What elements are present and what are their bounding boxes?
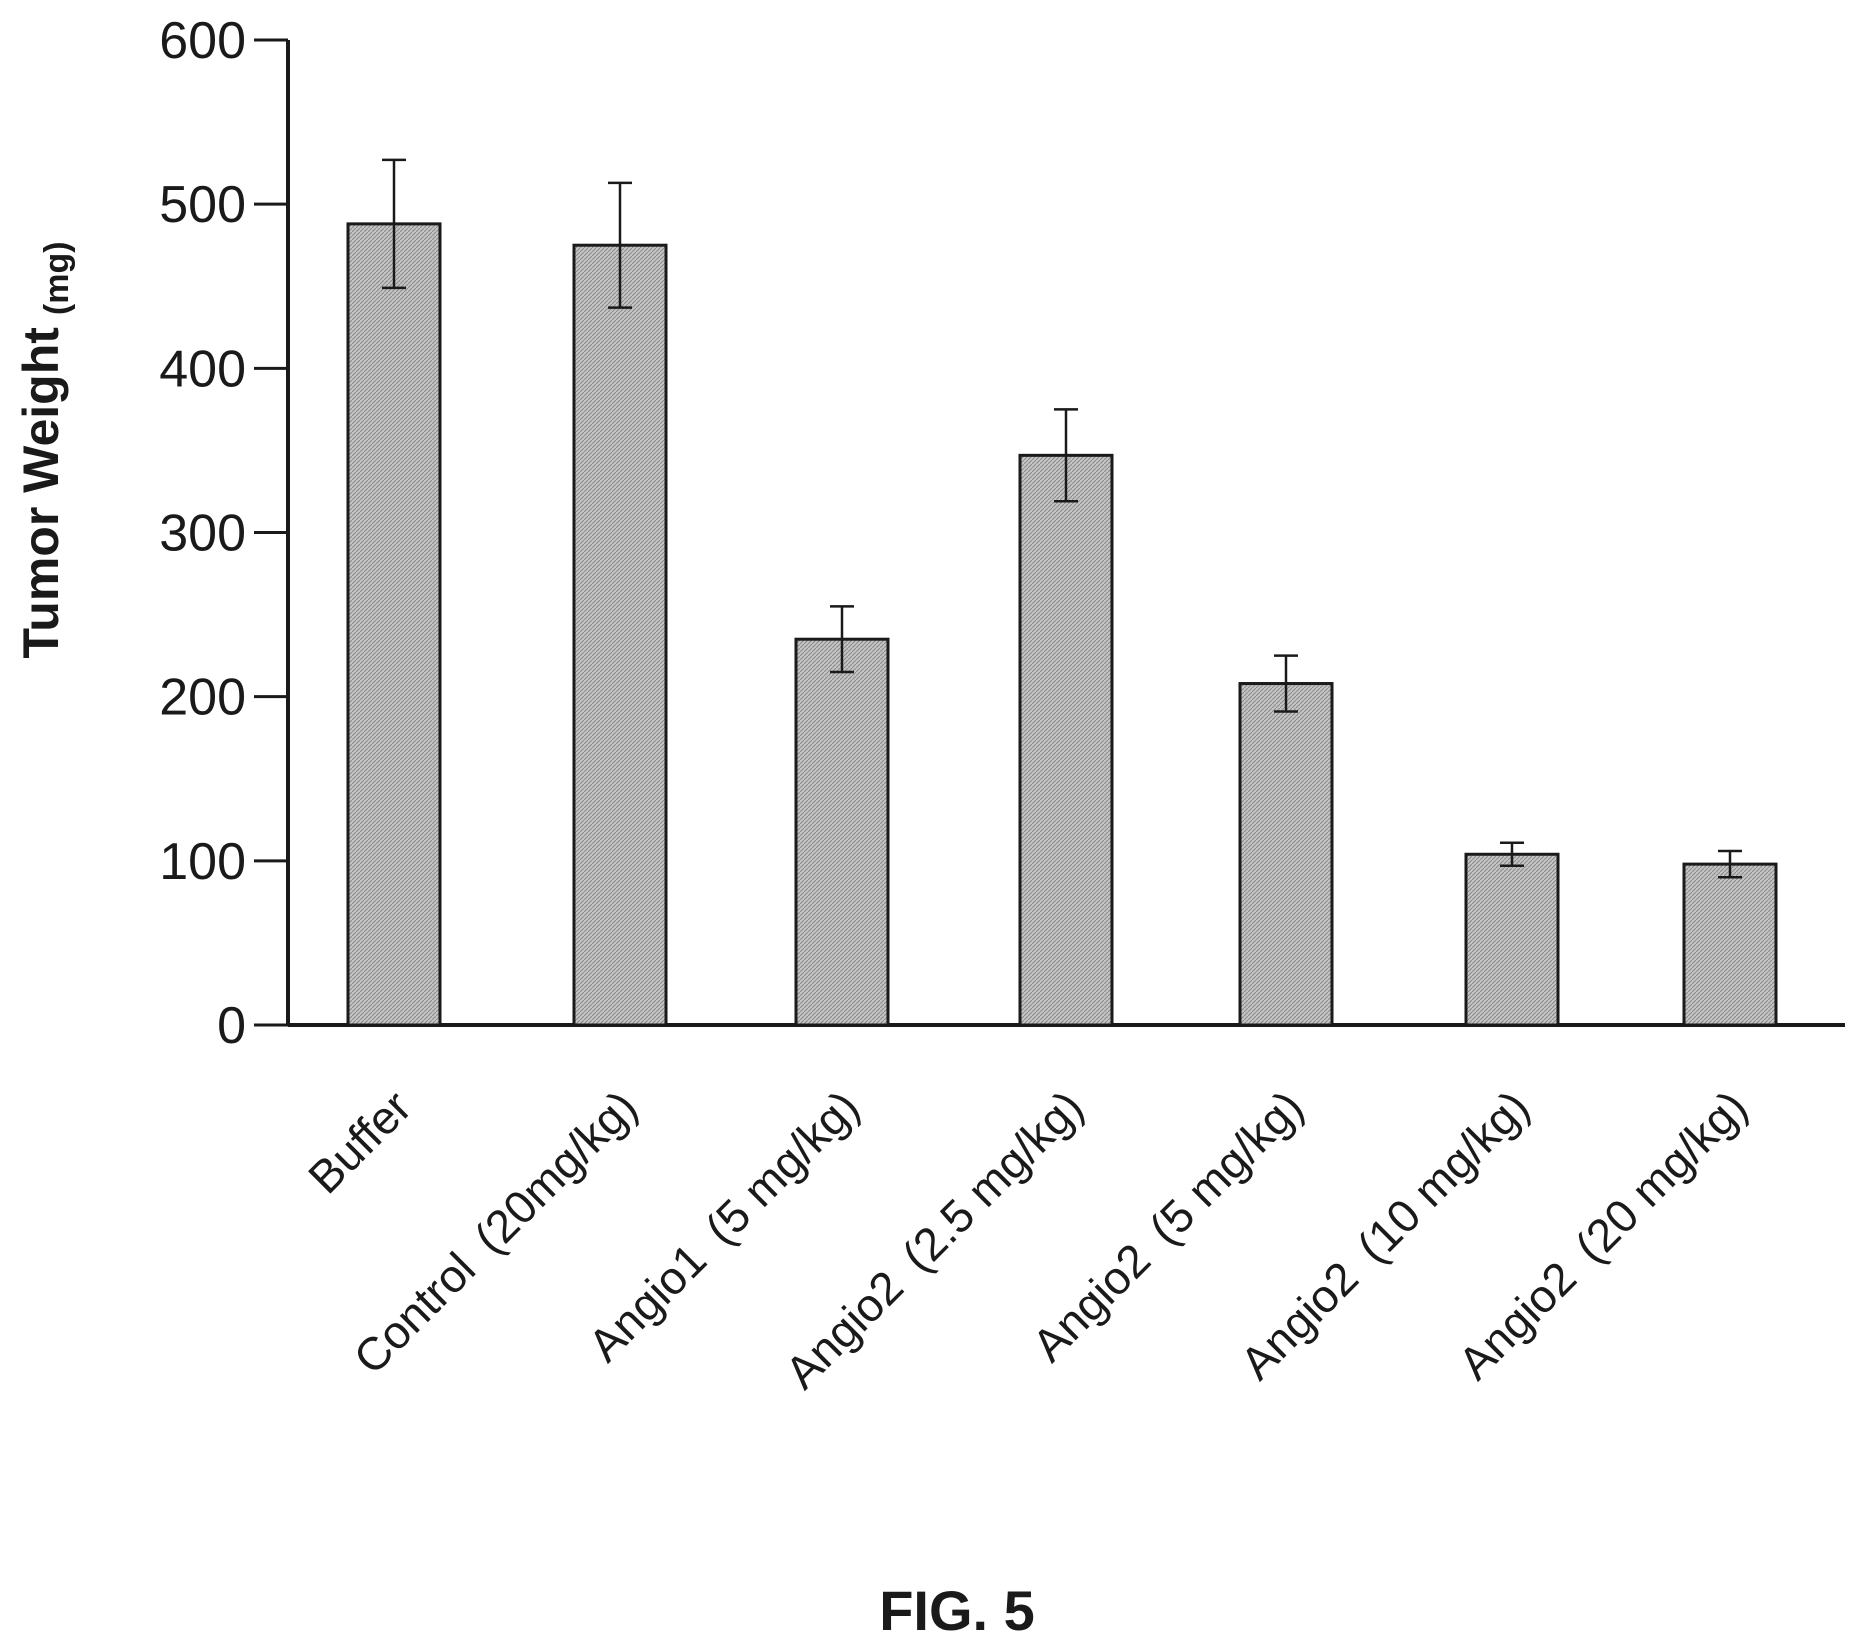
error-bar: [1500, 841, 1524, 868]
y-axis: 0 100 200 300 400 500 600: [159, 12, 290, 1055]
category-name: Buffer: [298, 1080, 421, 1203]
bar: [1238, 682, 1334, 1027]
category-dose: (5 mg/kg): [695, 1080, 869, 1254]
category-name: Angio2: [775, 1260, 913, 1398]
category-label: Buffer: [298, 1080, 421, 1203]
category-dose: (5 mg/kg): [1139, 1080, 1313, 1254]
category-name: Control: [343, 1242, 485, 1384]
category-name: Angio1: [578, 1233, 716, 1371]
y-axis-label: Tumor Weight (mg): [13, 241, 76, 658]
error-bars: [382, 158, 1742, 879]
bar: [346, 222, 442, 1027]
category-dose: (2.5 mg/kg): [892, 1080, 1093, 1281]
bar: [1682, 862, 1778, 1027]
bar: [1464, 852, 1560, 1027]
category-dose: (10 mg/kg): [1347, 1080, 1539, 1272]
y-tick-label: 500: [159, 176, 246, 234]
y-tick-label: 300: [159, 505, 246, 563]
error-bar: [382, 158, 406, 290]
category-dose: (20 mg/kg): [1565, 1080, 1757, 1272]
error-bar: [1054, 408, 1078, 503]
bars: [346, 222, 1778, 1027]
y-tick-label: 0: [217, 997, 246, 1055]
figure-caption: FIG. 5: [879, 1579, 1035, 1642]
y-axis-label-main: Tumor Weight: [13, 327, 69, 659]
y-tick-label: 100: [159, 833, 246, 891]
error-bar: [830, 605, 854, 674]
y-axis-label-unit: (mg): [38, 241, 76, 315]
category-name: Angio2: [1022, 1233, 1160, 1371]
category-name: Angio2: [1230, 1251, 1368, 1389]
error-bar: [1718, 849, 1742, 879]
y-tick-label: 400: [159, 340, 246, 398]
bar: [1018, 453, 1114, 1027]
y-tick-label: 600: [159, 12, 246, 70]
category-dose: (20mg/kg): [464, 1080, 647, 1263]
bar: [794, 637, 890, 1027]
y-tick-label: 200: [159, 669, 246, 727]
bar: [572, 243, 668, 1027]
error-bar: [608, 181, 632, 309]
error-bar: [1274, 654, 1298, 713]
category-name: Angio2: [1448, 1251, 1586, 1389]
